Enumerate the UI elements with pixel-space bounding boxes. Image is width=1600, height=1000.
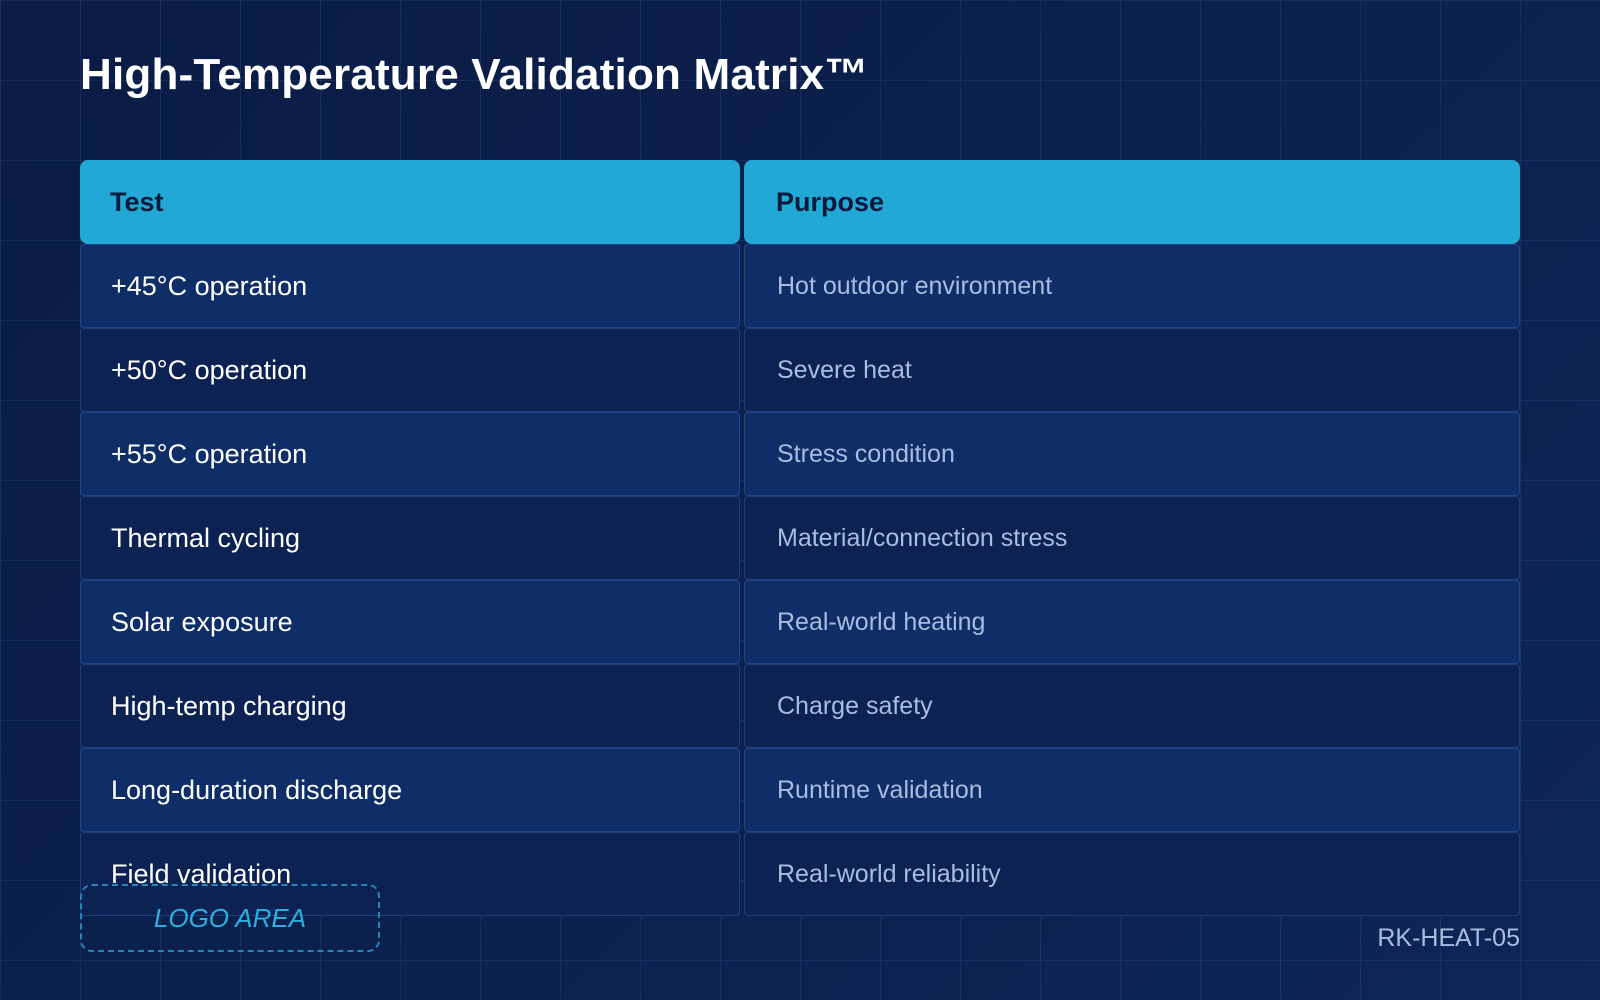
test-cell: Solar exposure <box>80 580 740 664</box>
purpose-cell: Runtime validation <box>744 748 1520 832</box>
test-cell: Long-duration discharge <box>80 748 740 832</box>
test-purpose: Runtime validation <box>777 775 983 804</box>
purpose-cell: Stress condition <box>744 412 1520 496</box>
test-cell: High-temp charging <box>80 664 740 748</box>
table-row: Field validation Real-world reliability <box>80 832 1520 916</box>
column-header-test: Test <box>80 160 740 244</box>
table-row: +50°C operation Severe heat <box>80 328 1520 412</box>
table-row: +55°C operation Stress condition <box>80 412 1520 496</box>
purpose-cell: Charge safety <box>744 664 1520 748</box>
test-cell: Thermal cycling <box>80 496 740 580</box>
test-purpose: Hot outdoor environment <box>777 271 1053 300</box>
test-cell: +50°C operation <box>80 328 740 412</box>
test-name: High-temp charging <box>111 690 347 721</box>
logo-placeholder: LOGO AREA <box>80 884 380 952</box>
test-purpose: Charge safety <box>777 691 933 720</box>
purpose-cell: Hot outdoor environment <box>744 244 1520 328</box>
test-purpose: Real-world heating <box>777 607 986 636</box>
purpose-cell: Material/connection stress <box>744 496 1520 580</box>
test-name: Long-duration discharge <box>111 774 403 805</box>
test-name: Thermal cycling <box>111 522 301 553</box>
table-row: +45°C operation Hot outdoor environment <box>80 244 1520 328</box>
test-purpose: Severe heat <box>777 355 912 384</box>
table-header-row: Test Purpose <box>80 160 1520 244</box>
test-cell: Field validation <box>80 832 740 916</box>
test-name: +50°C operation <box>111 354 308 385</box>
test-name: +55°C operation <box>111 438 308 469</box>
page-title: High-Temperature Validation Matrix™ <box>80 50 869 99</box>
table-row: Thermal cycling Material/connection stre… <box>80 496 1520 580</box>
test-name: Solar exposure <box>111 606 293 637</box>
purpose-cell: Real-world heating <box>744 580 1520 664</box>
test-purpose: Stress condition <box>777 439 955 468</box>
table-row: Solar exposure Real-world heating <box>80 580 1520 664</box>
test-cell: +55°C operation <box>80 412 740 496</box>
test-purpose: Real-world reliability <box>777 859 1001 888</box>
purpose-cell: Real-world reliability <box>744 832 1520 916</box>
test-purpose: Material/connection stress <box>777 523 1068 552</box>
table-row: High-temp charging Charge safety <box>80 664 1520 748</box>
purpose-cell: Severe heat <box>744 328 1520 412</box>
test-name: +45°C operation <box>111 270 308 301</box>
table-row: Long-duration discharge Runtime validati… <box>80 748 1520 832</box>
document-code: RK-HEAT-05 <box>1377 924 1520 952</box>
test-name: Field validation <box>111 858 292 889</box>
validation-matrix-table: Test Purpose +45°C operation Hot outdoor… <box>80 160 1520 916</box>
test-cell: +45°C operation <box>80 244 740 328</box>
column-header-purpose: Purpose <box>744 160 1520 244</box>
